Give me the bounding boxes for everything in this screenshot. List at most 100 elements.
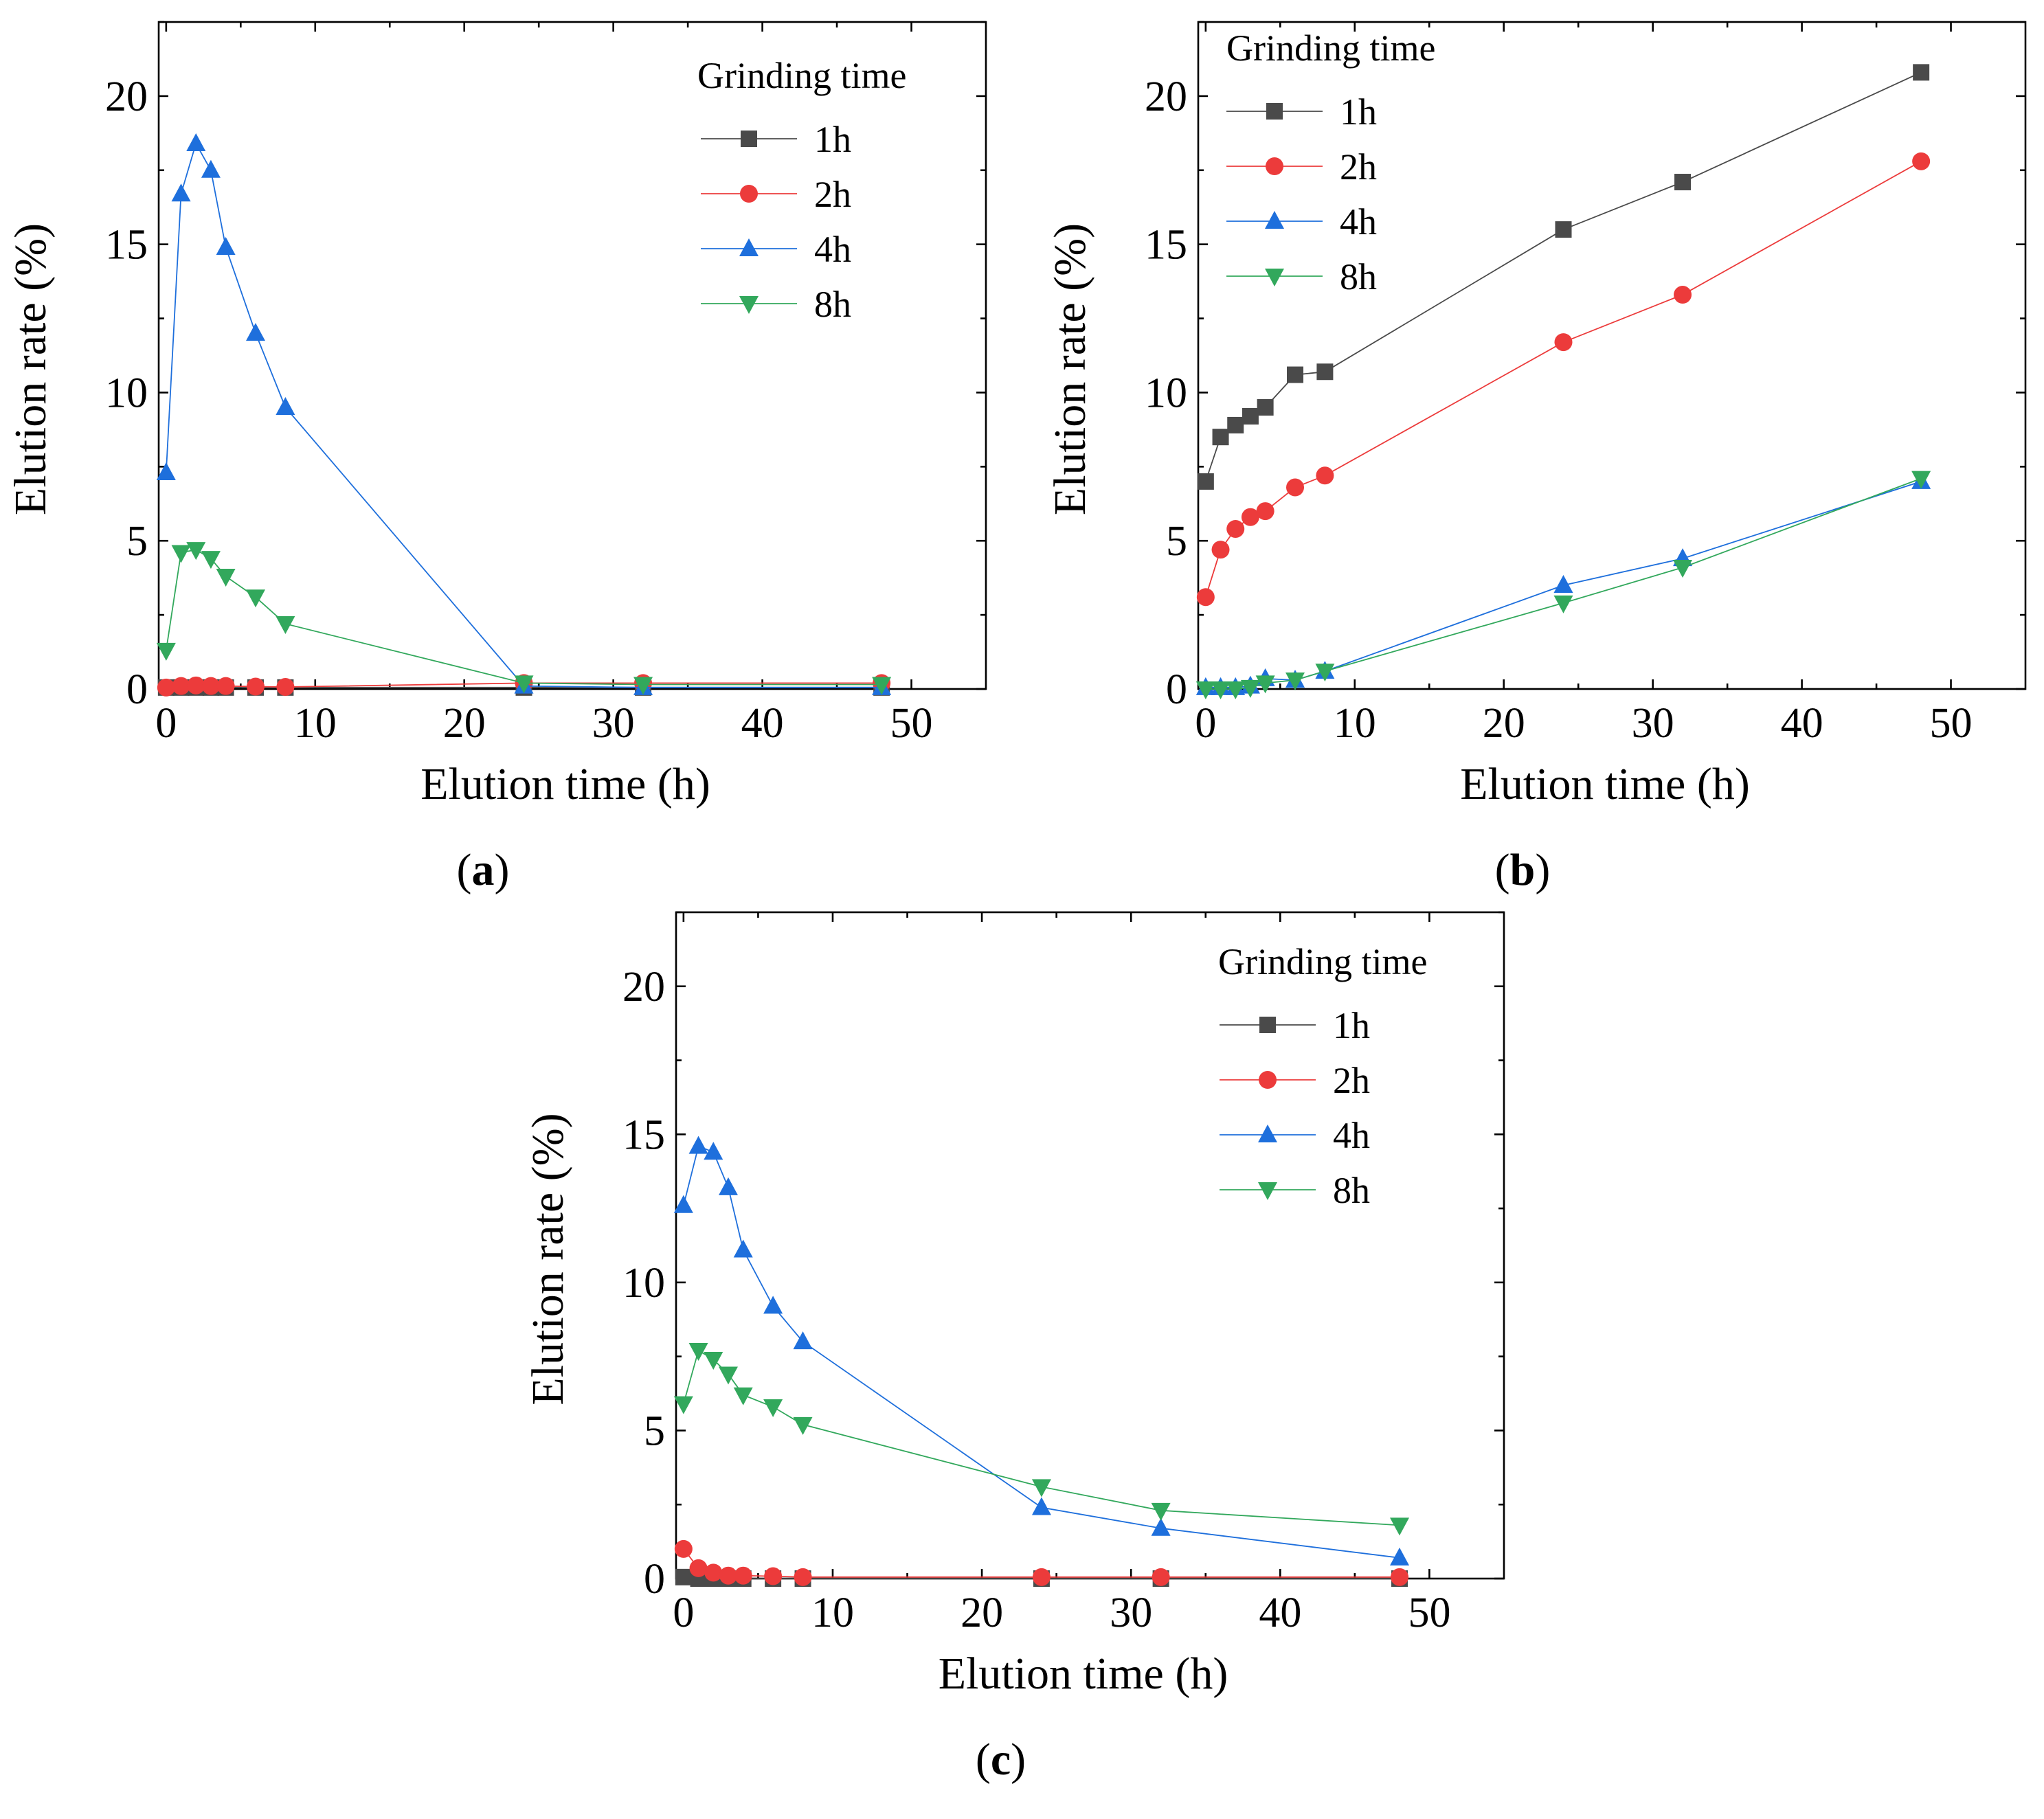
data-point-8h	[201, 551, 221, 569]
data-point-2h	[1241, 508, 1259, 526]
series-line-8h	[165, 549, 882, 686]
panel-label: (b)	[1495, 845, 1551, 895]
data-point-8h	[763, 1399, 783, 1417]
data-point-2h	[276, 677, 295, 696]
x-tick-label: 0	[1195, 700, 1216, 747]
series-line-4h	[1205, 481, 1922, 688]
series-line-4h	[683, 1145, 1400, 1559]
data-point-4h	[1390, 1547, 1410, 1566]
legend-title: Grinding time	[1218, 941, 1427, 982]
data-point-8h	[1031, 1479, 1051, 1498]
data-point-1h	[1555, 221, 1572, 238]
data-point-1h	[1913, 64, 1930, 81]
x-tick-label: 50	[1930, 700, 1973, 747]
data-point-8h	[1911, 471, 1931, 489]
x-tick-label: 50	[890, 700, 933, 747]
data-point-1h	[1257, 399, 1274, 416]
y-tick-label: 15	[622, 1111, 665, 1158]
y-axis-title: Elution rate (%)	[523, 1113, 573, 1405]
data-point-8h	[1255, 675, 1275, 694]
data-point-8h	[704, 1351, 723, 1370]
y-axis-title: Elution rate (%)	[1045, 223, 1095, 515]
y-axis-title: Elution rate (%)	[5, 223, 56, 515]
data-point-2h	[764, 1567, 783, 1585]
data-point-2h	[734, 1566, 752, 1585]
y-tick-label: 5	[126, 518, 148, 565]
data-point-8h	[733, 1387, 753, 1405]
series-2h	[674, 1539, 1409, 1586]
legend-label: 8h	[814, 284, 851, 325]
y-tick-label: 0	[644, 1556, 665, 1603]
data-point-8h	[186, 542, 206, 561]
data-point-8h	[276, 616, 295, 635]
data-point-2h	[719, 1566, 737, 1585]
data-point-1h	[1674, 174, 1692, 191]
x-tick-label: 20	[961, 1590, 1003, 1636]
data-point-8h	[1240, 679, 1260, 698]
legend-label: 4h	[1333, 1115, 1370, 1156]
legend-marker-1h	[1259, 1017, 1276, 1033]
legend-label: 1h	[1340, 91, 1377, 133]
legend: Grinding time 1h 2h 4h 8h	[1226, 27, 1435, 297]
data-point-2h	[1554, 333, 1573, 352]
data-point-2h	[216, 677, 235, 695]
legend-label: 4h	[1340, 201, 1377, 242]
data-point-8h	[872, 677, 892, 695]
data-point-8h	[688, 1343, 708, 1362]
legend-marker-4h	[1258, 1125, 1277, 1142]
x-tick-label: 30	[1632, 700, 1674, 747]
data-point-1h	[675, 1568, 692, 1585]
series-4h	[1195, 471, 1931, 695]
y-tick-label: 15	[1145, 222, 1187, 269]
x-tick-label: 40	[741, 700, 784, 747]
data-point-8h	[156, 642, 176, 661]
legend-label: 8h	[1340, 256, 1377, 297]
data-point-4h	[171, 183, 191, 202]
data-point-2h	[247, 677, 265, 696]
data-point-4h	[1031, 1497, 1051, 1515]
data-point-2h	[1211, 541, 1230, 559]
data-point-2h	[1912, 152, 1931, 170]
data-point-4h	[704, 1142, 723, 1160]
data-point-8h	[1285, 673, 1305, 691]
data-point-1h	[1197, 473, 1214, 490]
legend-marker-8h	[1265, 269, 1284, 286]
y-tick-label: 20	[1145, 74, 1187, 120]
x-axis-title: Elution time (h)	[939, 1649, 1228, 1699]
x-tick-label: 20	[443, 700, 486, 747]
data-point-8h	[1315, 664, 1335, 682]
legend-label: 1h	[1333, 1005, 1370, 1046]
x-tick-label: 30	[592, 700, 635, 747]
data-point-2h	[172, 677, 190, 695]
series-8h	[1195, 471, 1931, 699]
data-point-8h	[1226, 681, 1246, 699]
data-point-8h	[1151, 1502, 1171, 1521]
legend-marker-8h	[1258, 1182, 1277, 1200]
data-point-8h	[1195, 681, 1215, 699]
legend-marker-4h	[739, 238, 759, 256]
data-point-4h	[156, 462, 176, 480]
data-point-4h	[246, 323, 266, 341]
data-point-1h	[1287, 366, 1304, 383]
x-tick-label: 10	[811, 1590, 854, 1636]
data-point-2h	[1196, 588, 1215, 607]
legend-label: 1h	[814, 119, 851, 160]
y-tick-label: 10	[105, 370, 148, 416]
x-tick-label: 10	[1334, 700, 1376, 747]
legend-marker-2h	[740, 185, 758, 203]
legend-label: 4h	[814, 229, 851, 270]
panel-label: (a)	[457, 845, 510, 895]
data-point-2h	[1032, 1568, 1051, 1586]
data-point-1h	[1316, 363, 1334, 381]
data-point-8h	[246, 589, 266, 608]
plot-frame	[1197, 21, 2027, 690]
data-point-2h	[704, 1563, 723, 1582]
data-point-8h	[1211, 681, 1231, 699]
series-line-8h	[1205, 477, 1922, 690]
data-point-2h	[689, 1559, 708, 1577]
data-point-2h	[1674, 286, 1692, 304]
series-4h	[156, 133, 892, 695]
data-point-2h	[1391, 1568, 1409, 1586]
data-point-4h	[201, 159, 221, 178]
x-axis-title: Elution time (h)	[420, 759, 710, 809]
